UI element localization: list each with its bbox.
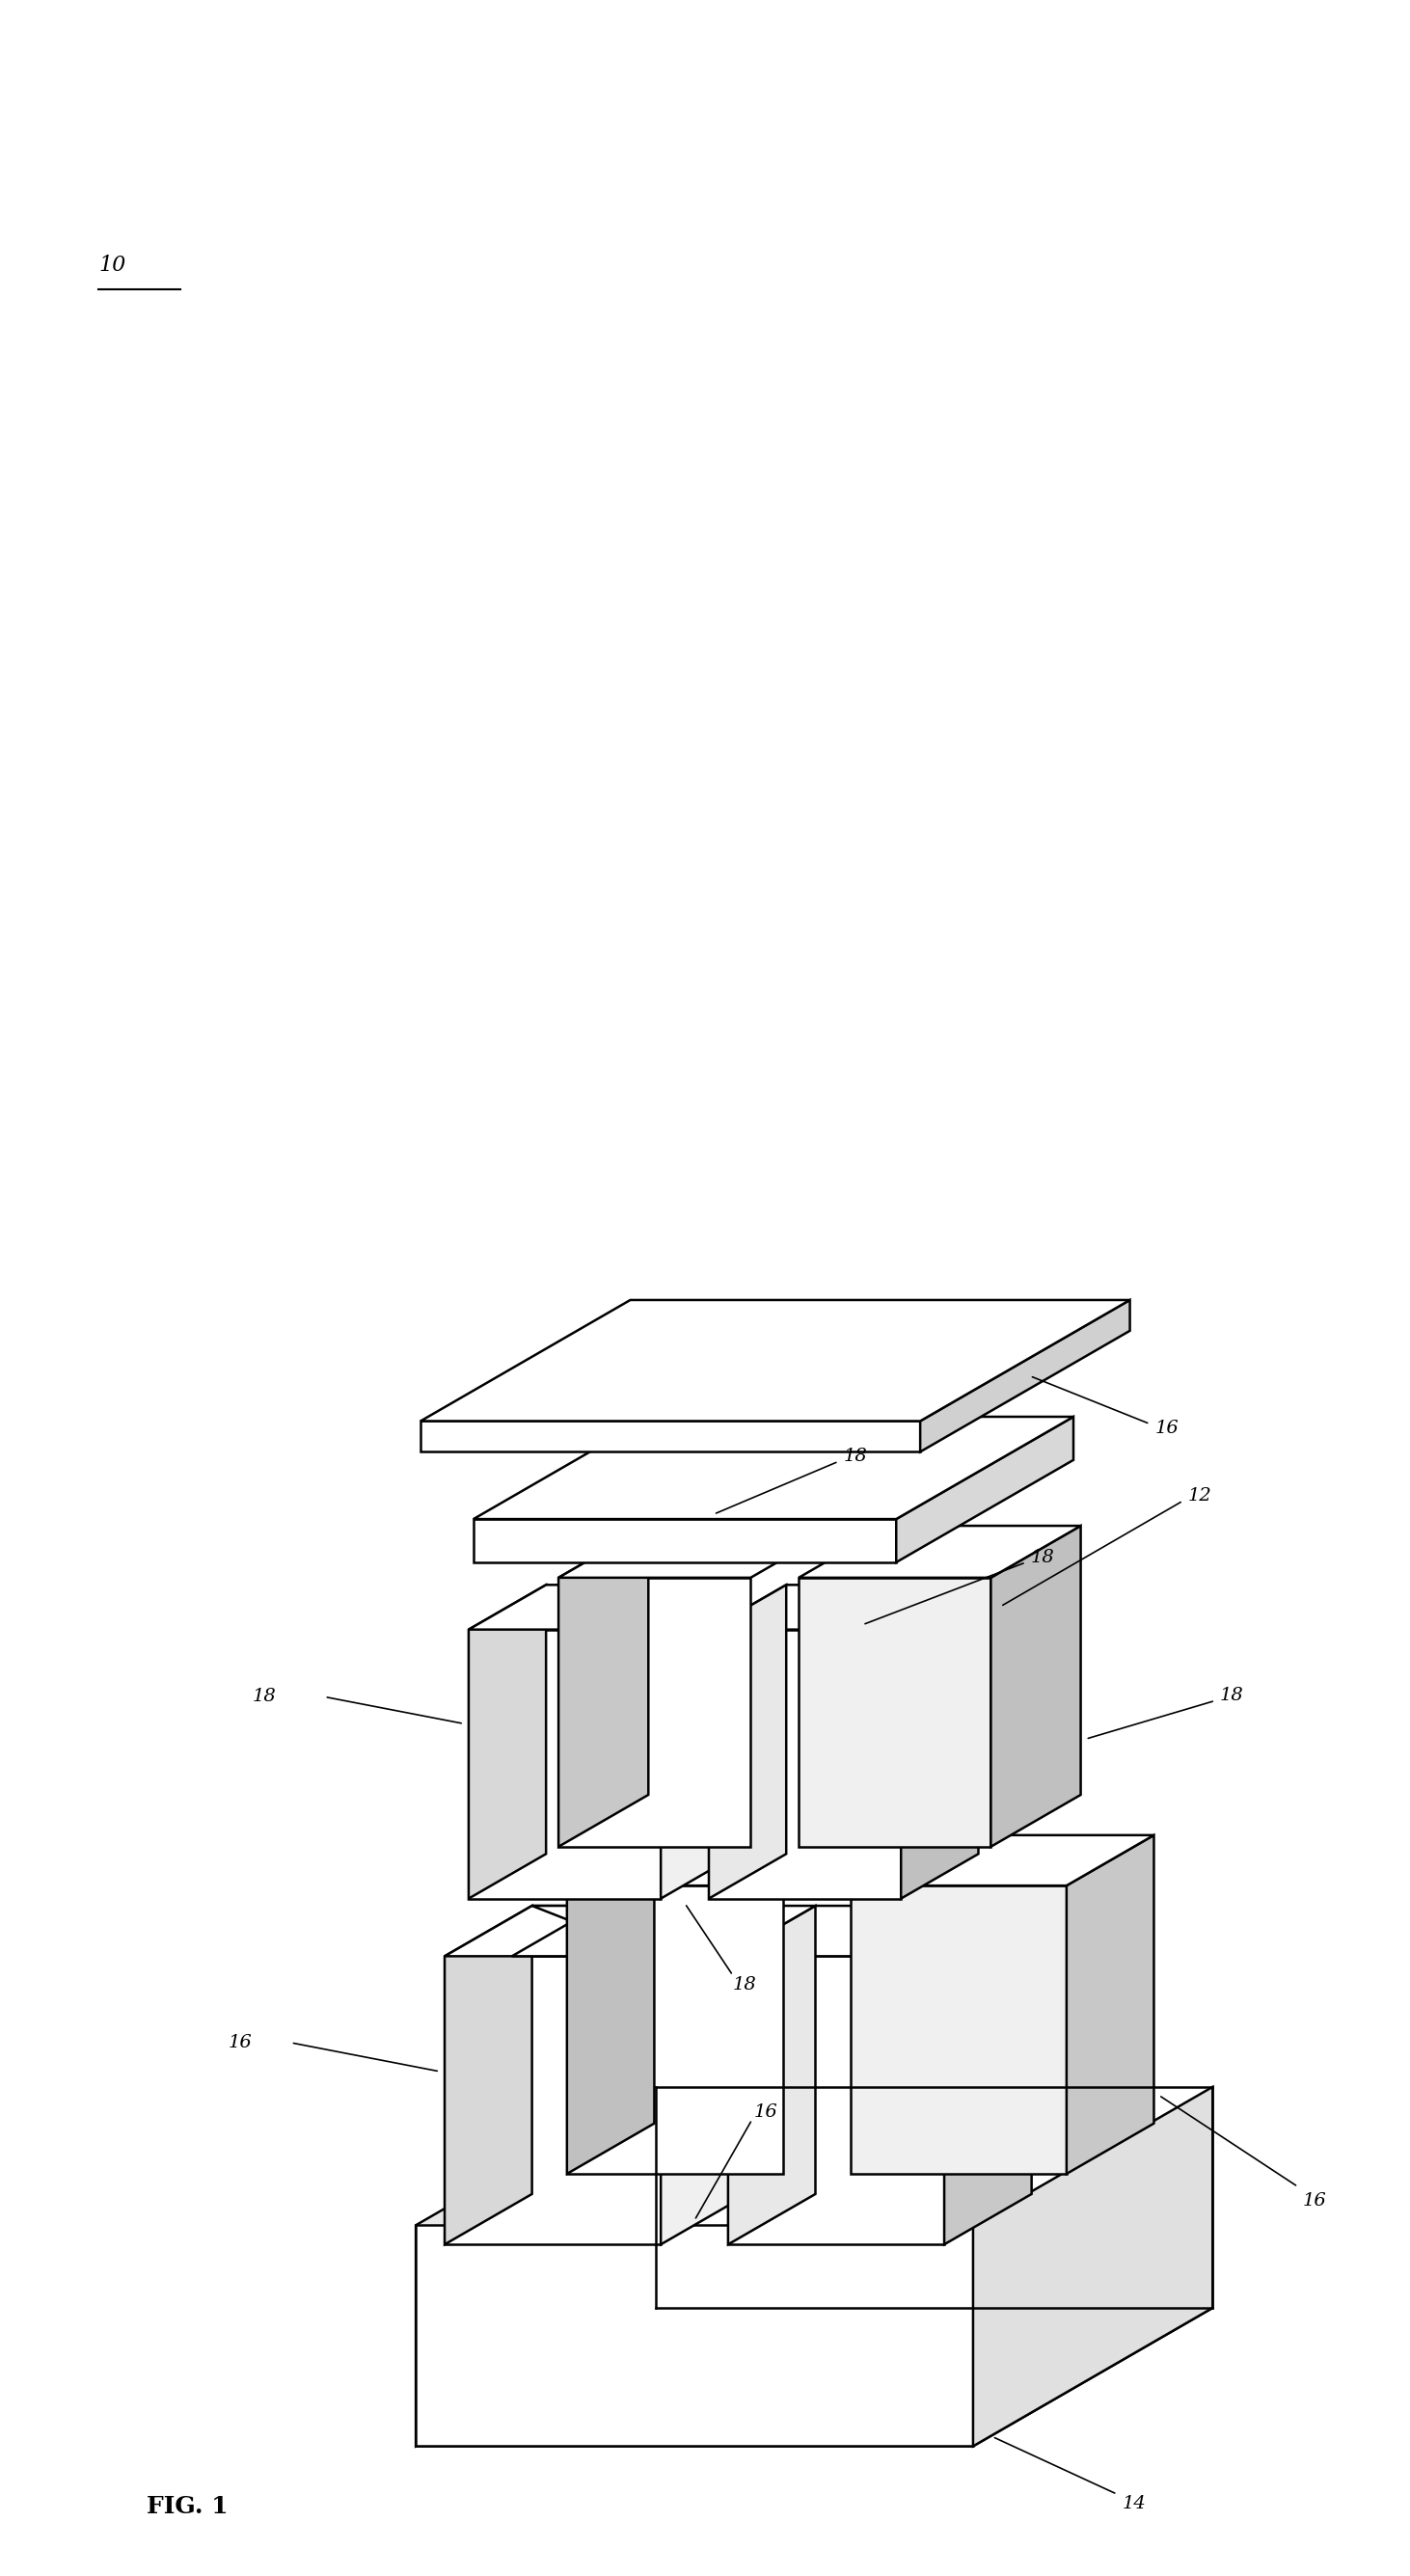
Text: 18: 18 <box>733 1976 757 1994</box>
Polygon shape <box>558 1525 649 1847</box>
Text: 18: 18 <box>1031 1548 1055 1566</box>
Polygon shape <box>709 1631 901 1899</box>
Polygon shape <box>532 1906 749 1955</box>
Text: FIG. 1: FIG. 1 <box>147 2496 228 2519</box>
Polygon shape <box>661 1906 749 2244</box>
Polygon shape <box>661 1584 739 1899</box>
Polygon shape <box>468 1631 661 1899</box>
Polygon shape <box>1066 1834 1153 2174</box>
Polygon shape <box>567 1834 870 1886</box>
Polygon shape <box>709 1584 979 1631</box>
Text: 12: 12 <box>1187 1486 1211 1504</box>
Polygon shape <box>567 1834 654 2174</box>
Polygon shape <box>420 1422 921 1453</box>
Text: 16: 16 <box>1303 2192 1327 2210</box>
Polygon shape <box>512 1906 815 1955</box>
Polygon shape <box>798 1525 1080 1577</box>
Polygon shape <box>444 1906 532 2244</box>
Polygon shape <box>474 1520 897 1561</box>
Polygon shape <box>474 1417 1073 1520</box>
Polygon shape <box>709 1584 787 1899</box>
Text: 10: 10 <box>99 255 125 276</box>
Text: 16: 16 <box>228 2035 252 2050</box>
Polygon shape <box>728 1906 815 2244</box>
Text: 16: 16 <box>1155 1419 1179 1437</box>
Polygon shape <box>973 2087 1213 2447</box>
Polygon shape <box>798 1577 991 1847</box>
Polygon shape <box>558 1577 750 1847</box>
Polygon shape <box>850 1834 1153 1886</box>
Polygon shape <box>901 1584 979 1899</box>
Polygon shape <box>567 1886 783 2174</box>
Polygon shape <box>728 1955 945 2244</box>
Polygon shape <box>921 1301 1129 1453</box>
Polygon shape <box>416 2226 973 2447</box>
Polygon shape <box>728 1906 1032 1955</box>
Polygon shape <box>468 1584 739 1631</box>
Polygon shape <box>444 1955 661 2244</box>
Polygon shape <box>945 1906 1032 2244</box>
Polygon shape <box>468 1584 546 1899</box>
Text: 18: 18 <box>252 1687 276 1705</box>
Text: 14: 14 <box>1122 2496 1146 2512</box>
Text: 18: 18 <box>843 1448 867 1466</box>
Polygon shape <box>420 1301 1129 1422</box>
Polygon shape <box>416 2087 656 2447</box>
Polygon shape <box>850 1886 1066 2174</box>
Polygon shape <box>416 2308 1213 2447</box>
Polygon shape <box>897 1417 1073 1561</box>
Text: 16: 16 <box>754 2102 778 2120</box>
Text: 18: 18 <box>1220 1687 1244 1705</box>
Polygon shape <box>444 1906 749 1955</box>
Polygon shape <box>991 1525 1080 1847</box>
Polygon shape <box>558 1525 840 1577</box>
